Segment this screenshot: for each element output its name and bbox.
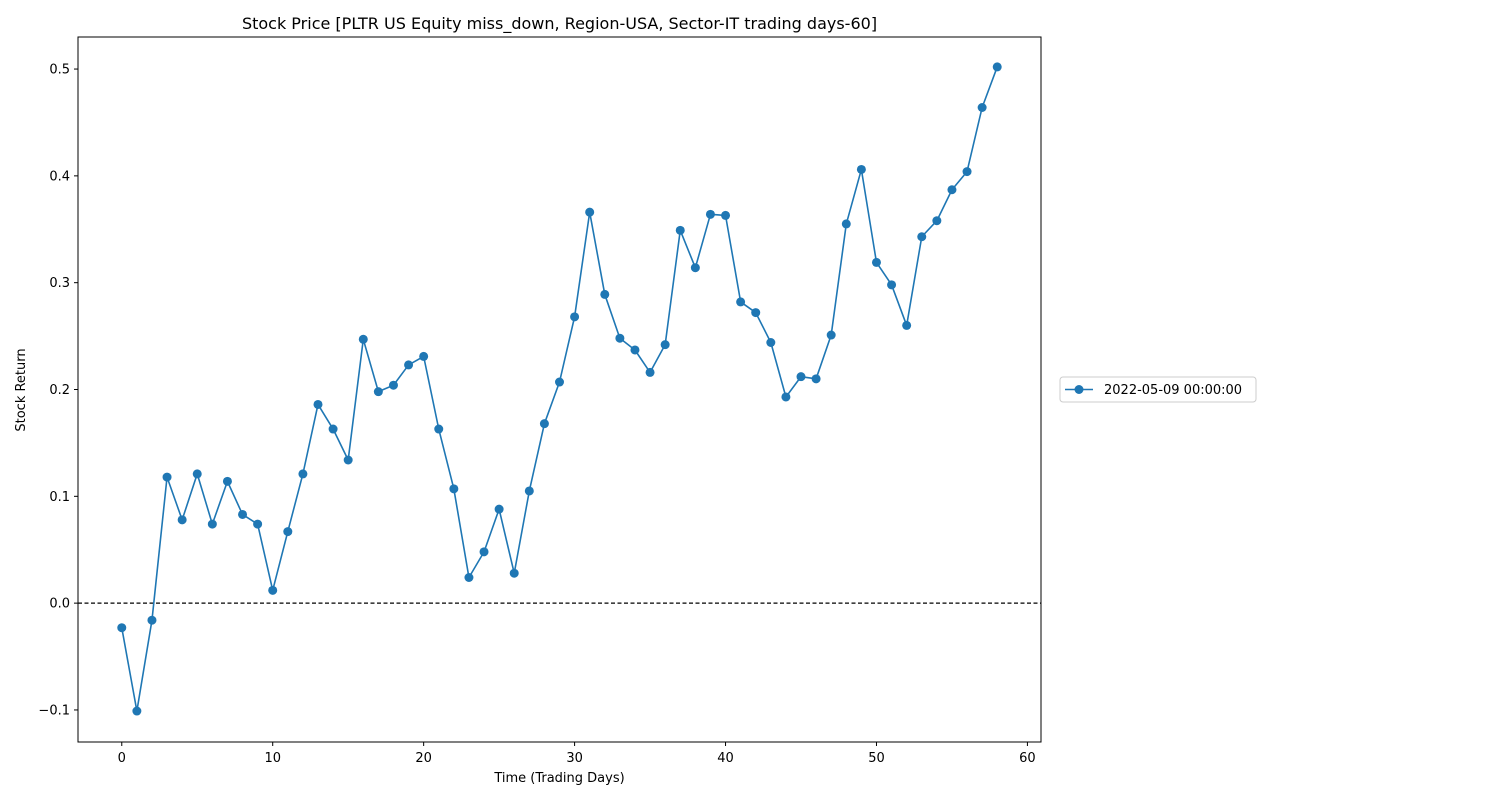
plot-area <box>77 36 1042 743</box>
data-point <box>298 469 308 479</box>
y-tick-label: 0.3 <box>49 276 70 291</box>
x-tick-label: 50 <box>868 751 885 766</box>
legend-frame <box>1059 376 1257 403</box>
data-point <box>147 615 157 625</box>
data-point <box>570 312 580 322</box>
data-point <box>524 486 534 496</box>
x-tick-label: 40 <box>717 751 734 766</box>
y-tick-label: 0.4 <box>49 169 70 184</box>
y-tick-label: −0.1 <box>38 703 70 718</box>
data-point <box>419 351 429 361</box>
data-point <box>479 547 489 557</box>
data-point <box>464 573 474 582</box>
data-point <box>751 308 761 318</box>
data-point <box>585 207 595 217</box>
chart-title: Stock Price [PLTR US Equity miss_down, R… <box>242 14 877 34</box>
x-tick-label: 60 <box>1019 751 1036 766</box>
y-axis-ticks: −0.1 0.0 0.1 0.2 0.3 0.4 0.5 <box>38 63 78 718</box>
data-point <box>932 216 942 226</box>
data-point <box>841 219 851 229</box>
series-line <box>120 66 998 712</box>
x-tick-label: 30 <box>566 751 583 766</box>
data-point <box>343 455 353 465</box>
data-point <box>434 424 444 434</box>
data-point <box>253 519 263 529</box>
data-point <box>192 469 202 479</box>
data-point <box>313 399 323 409</box>
data-point <box>992 62 1002 72</box>
data-point <box>449 484 459 494</box>
data-point <box>222 476 232 486</box>
data-point <box>675 225 685 235</box>
data-point <box>630 345 640 355</box>
data-point <box>132 706 142 716</box>
data-point <box>238 509 248 519</box>
y-axis-title: Stock Return <box>14 348 29 431</box>
data-point <box>690 263 700 273</box>
data-point <box>977 103 987 112</box>
data-point <box>600 289 610 299</box>
data-point <box>388 380 398 390</box>
data-point <box>902 320 912 330</box>
data-point <box>177 515 187 525</box>
data-point <box>721 210 731 220</box>
data-point <box>917 232 927 242</box>
legend: 2022-05-09 00:00:00 <box>1059 376 1257 403</box>
data-point <box>373 387 383 397</box>
data-point <box>766 338 776 347</box>
x-tick-label: 10 <box>264 751 281 766</box>
data-point <box>539 419 549 429</box>
data-point <box>796 372 806 382</box>
data-point <box>811 374 821 384</box>
series-group <box>117 62 1002 716</box>
data-point <box>615 333 625 343</box>
x-tick-label: 20 <box>415 751 432 766</box>
data-point <box>404 360 414 370</box>
data-point <box>826 330 836 340</box>
data-point <box>328 424 338 434</box>
data-point <box>509 568 519 578</box>
data-point <box>871 257 881 267</box>
y-tick-label: 0.2 <box>49 383 70 398</box>
data-point <box>207 519 217 529</box>
data-point <box>856 164 866 174</box>
data-point <box>645 367 655 377</box>
plot-frame <box>77 36 1042 743</box>
data-point <box>705 209 715 219</box>
legend-entry-label: 2022-05-09 00:00:00 <box>1104 383 1242 398</box>
data-point <box>268 585 278 595</box>
x-axis-title: Time (Trading Days) <box>493 771 624 786</box>
data-point <box>358 334 368 344</box>
data-point <box>781 392 791 402</box>
data-point <box>736 297 746 307</box>
data-point <box>283 527 293 537</box>
data-point <box>887 280 897 290</box>
data-point <box>947 185 957 195</box>
y-tick-label: 0.0 <box>49 597 70 612</box>
data-point <box>555 377 564 387</box>
y-tick-label: 0.1 <box>49 490 70 505</box>
data-point <box>117 623 127 633</box>
data-point <box>162 472 172 482</box>
data-point <box>962 167 972 177</box>
x-tick-label: 0 <box>118 751 126 766</box>
legend-marker-swatch <box>1074 385 1084 394</box>
x-axis-ticks: 0 10 20 30 40 50 60 <box>118 742 1036 766</box>
data-point <box>660 340 670 350</box>
data-point <box>494 504 504 514</box>
y-tick-label: 0.5 <box>49 63 70 78</box>
